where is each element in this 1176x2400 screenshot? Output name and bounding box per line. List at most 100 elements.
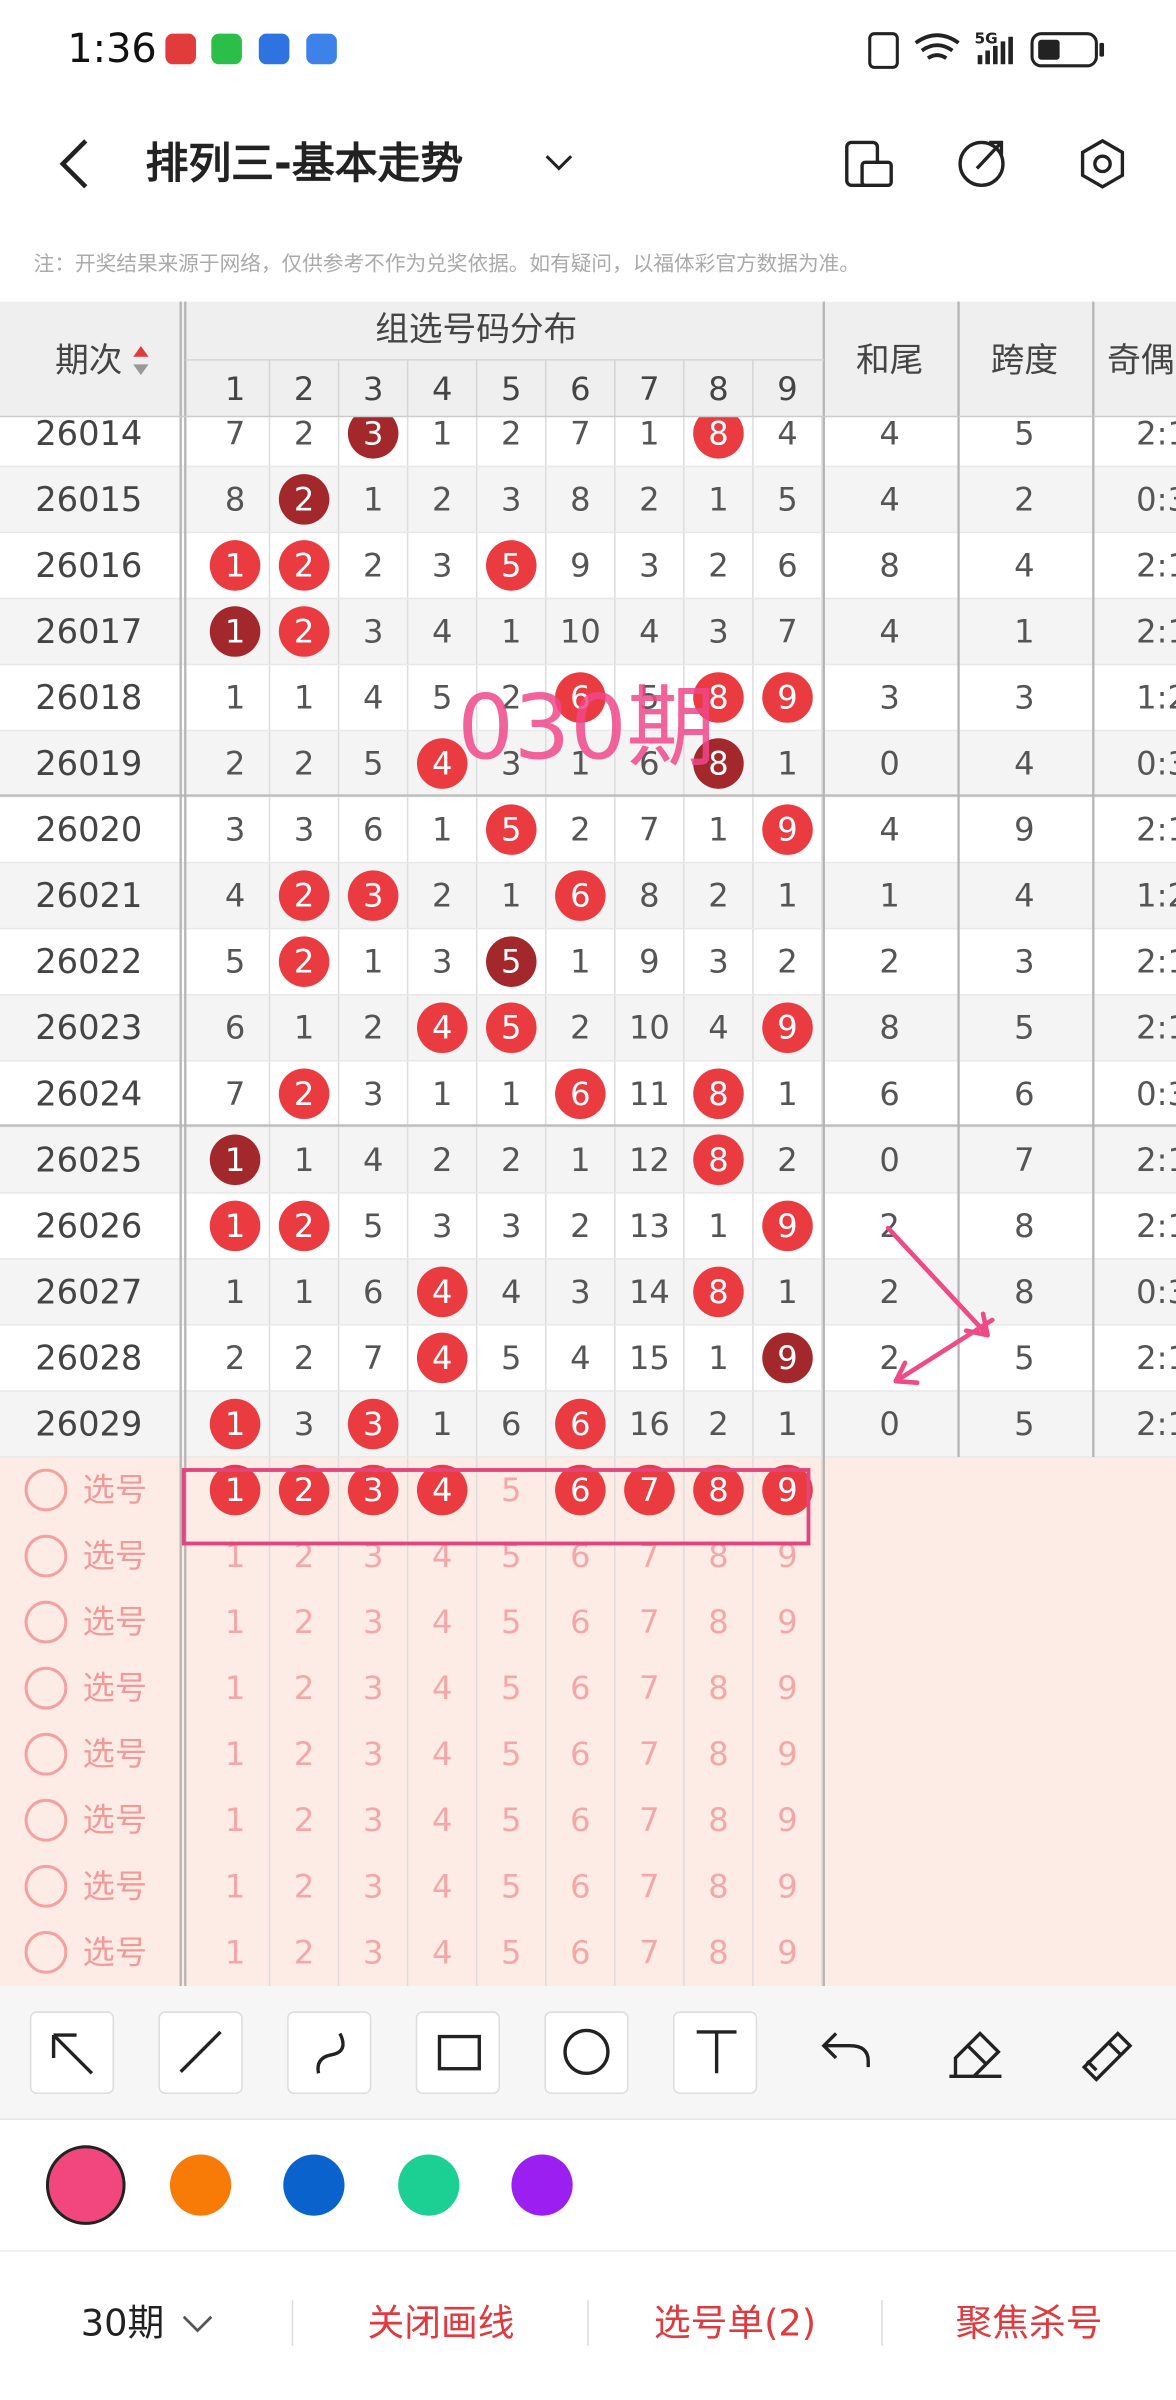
pick-digit[interactable]: 5 [501, 1801, 521, 1839]
pick-digit[interactable]: 5 [501, 1537, 521, 1575]
pick-digit[interactable]: 9 [777, 1735, 797, 1773]
pick-digit[interactable]: 6 [570, 1801, 590, 1839]
pick-digit[interactable]: 6 [570, 1669, 590, 1707]
pick-digit[interactable]: 2 [294, 1669, 314, 1707]
pick-digit[interactable]: 1 [209, 1464, 261, 1516]
pick-label[interactable]: 选号 [83, 1537, 147, 1575]
action-button[interactable]: 关闭画线 [368, 2301, 515, 2344]
pick-digit[interactable]: 3 [347, 1464, 399, 1516]
pick-digit[interactable]: 4 [432, 1867, 452, 1905]
pick-digit[interactable]: 3 [363, 1867, 383, 1905]
pick-digit[interactable]: 6 [570, 1933, 590, 1971]
pick-digit[interactable]: 4 [432, 1801, 452, 1839]
pick-digit[interactable]: 8 [708, 1867, 728, 1905]
pick-digit[interactable]: 5 [501, 1603, 521, 1641]
pick-label[interactable]: 选号 [83, 1801, 147, 1839]
pen-color[interactable] [283, 2154, 345, 2216]
pen-color[interactable] [398, 2154, 460, 2216]
pick-digit[interactable]: 5 [501, 1471, 521, 1509]
pick-digit[interactable]: 1 [225, 1933, 245, 1971]
title-dropdown[interactable] [545, 155, 573, 171]
pick-digit[interactable]: 4 [432, 1669, 452, 1707]
pick-digit[interactable]: 8 [708, 1801, 728, 1839]
pick-checkbox[interactable] [24, 1930, 68, 1974]
pick-checkbox[interactable] [24, 1798, 68, 1842]
pick-digit[interactable]: 5 [501, 1735, 521, 1773]
sort-up[interactable] [133, 346, 149, 357]
pick-label[interactable]: 选号 [83, 1933, 147, 1971]
pick-digit[interactable]: 2 [294, 1735, 314, 1773]
pick-digit[interactable]: 6 [570, 1603, 590, 1641]
pick-digit[interactable]: 2 [294, 1801, 314, 1839]
page-title[interactable]: 排列三-基本走势 [145, 139, 463, 189]
pick-checkbox[interactable] [24, 1600, 68, 1644]
pick-label[interactable]: 选号 [83, 1471, 147, 1509]
pick-digit[interactable]: 8 [708, 1669, 728, 1707]
pick-checkbox[interactable] [24, 1534, 68, 1578]
pen-color[interactable] [511, 2154, 573, 2216]
pick-label[interactable]: 选号 [83, 1867, 147, 1905]
pick-digit[interactable]: 3 [363, 1801, 383, 1839]
pick-digit[interactable]: 7 [639, 1801, 659, 1839]
pick-digit[interactable]: 1 [225, 1669, 245, 1707]
pick-digit[interactable]: 2 [294, 1603, 314, 1641]
pick-checkbox[interactable] [24, 1666, 68, 1710]
pick-digit[interactable]: 7 [639, 1867, 659, 1905]
pick-digit[interactable]: 1 [225, 1603, 245, 1641]
pick-digit[interactable]: 7 [639, 1735, 659, 1773]
action-button[interactable]: 聚焦杀号 [956, 2301, 1103, 2344]
tool-curve[interactable] [287, 2011, 372, 2094]
pick-digit[interactable]: 2 [294, 1867, 314, 1905]
pick-digit[interactable]: 4 [432, 1933, 452, 1971]
pick-digit[interactable]: 4 [432, 1603, 452, 1641]
pen-color[interactable] [45, 2145, 126, 2225]
back-button[interactable] [59, 139, 88, 189]
pick-digit[interactable]: 7 [639, 1537, 659, 1575]
pick-digit[interactable]: 9 [762, 1464, 813, 1516]
pen-color[interactable] [169, 2154, 232, 2216]
pick-digit[interactable]: 3 [363, 1669, 383, 1707]
pick-digit[interactable]: 9 [777, 1801, 797, 1839]
tool-rect[interactable] [415, 2011, 500, 2094]
pick-digit[interactable]: 2 [294, 1933, 314, 1971]
header-issue[interactable]: 期次 [55, 340, 122, 379]
pick-digit[interactable]: 2 [278, 1464, 330, 1516]
pick-digit[interactable]: 4 [416, 1464, 468, 1516]
pick-digit[interactable]: 7 [639, 1603, 659, 1641]
tool-circle[interactable] [544, 2011, 629, 2094]
pick-digit[interactable]: 7 [639, 1933, 659, 1971]
tool-eraser[interactable] [949, 2031, 1002, 2079]
pick-digit[interactable]: 4 [432, 1537, 452, 1575]
pick-digit[interactable]: 9 [777, 1603, 797, 1641]
pick-digit[interactable]: 6 [570, 1537, 590, 1575]
tool-clear[interactable] [1081, 2031, 1133, 2082]
pick-digit[interactable]: 8 [693, 1464, 744, 1516]
pick-digit[interactable]: 7 [639, 1669, 659, 1707]
pick-checkbox[interactable] [24, 1468, 68, 1512]
pick-digit[interactable]: 1 [225, 1867, 245, 1905]
pick-digit[interactable]: 6 [555, 1464, 606, 1516]
pick-digit[interactable]: 4 [432, 1735, 452, 1773]
pick-digit[interactable]: 3 [363, 1537, 383, 1575]
pick-digit[interactable]: 6 [570, 1735, 590, 1773]
pick-digit[interactable]: 8 [708, 1735, 728, 1773]
pick-digit[interactable]: 1 [225, 1801, 245, 1839]
pick-digit[interactable]: 8 [708, 1537, 728, 1575]
pick-digit[interactable]: 9 [777, 1867, 797, 1905]
pick-checkbox[interactable] [24, 1732, 68, 1776]
pick-digit[interactable]: 2 [294, 1537, 314, 1575]
period-selector[interactable]: 30期 [81, 2301, 164, 2344]
pick-digit[interactable]: 1 [225, 1537, 245, 1575]
pick-digit[interactable]: 9 [777, 1537, 797, 1575]
sort-down[interactable] [133, 364, 149, 376]
pick-label[interactable]: 选号 [83, 1669, 147, 1707]
pick-digit[interactable]: 8 [708, 1603, 728, 1641]
pick-checkbox[interactable] [24, 1864, 68, 1908]
pick-digit[interactable]: 6 [570, 1867, 590, 1905]
pick-digit[interactable]: 5 [501, 1669, 521, 1707]
pick-digit[interactable]: 3 [363, 1933, 383, 1971]
period-dropdown[interactable] [182, 2315, 213, 2333]
pick-digit[interactable]: 9 [777, 1933, 797, 1971]
pick-digit[interactable]: 1 [225, 1735, 245, 1773]
settings-button[interactable] [1080, 138, 1125, 189]
